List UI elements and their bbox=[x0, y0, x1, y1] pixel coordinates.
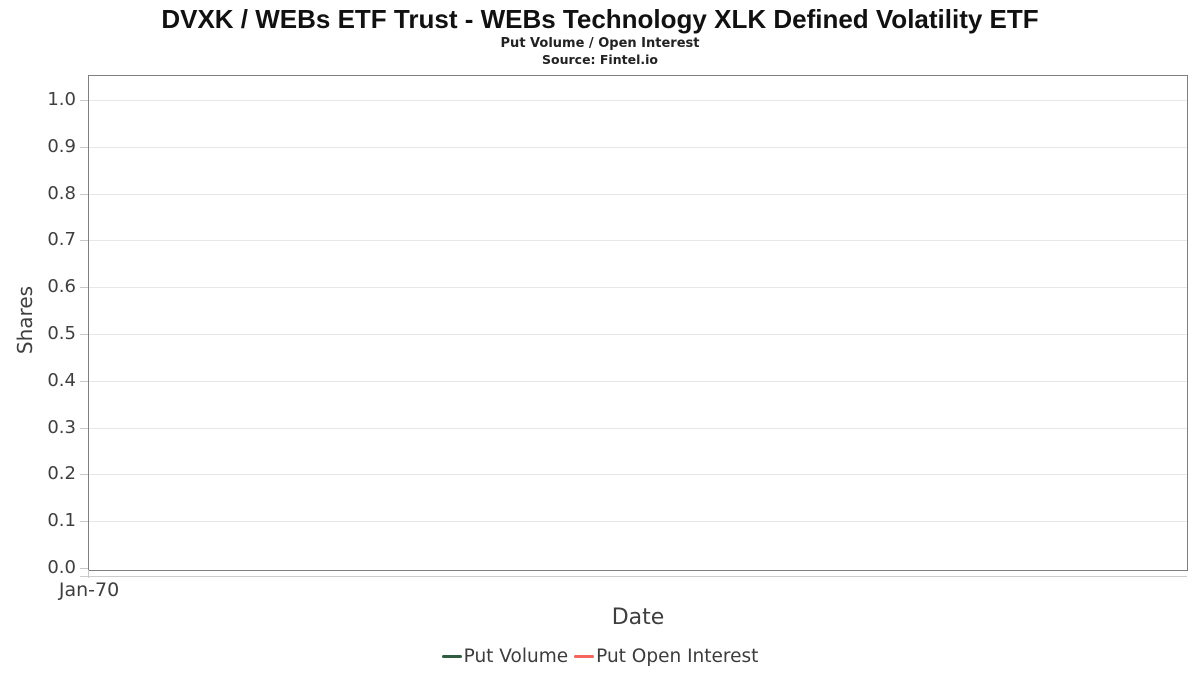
y-tick-label: 0.7 bbox=[47, 229, 76, 250]
gridline bbox=[89, 521, 1187, 522]
y-tick-label: 0.2 bbox=[47, 463, 76, 484]
y-tick-mark bbox=[80, 521, 88, 522]
gridline bbox=[89, 240, 1187, 241]
gridline bbox=[89, 100, 1187, 101]
put-open-interest-line-swatch bbox=[574, 655, 595, 658]
x-axis-line bbox=[80, 576, 1187, 577]
y-tick-mark bbox=[80, 428, 88, 429]
y-axis-title: Shares bbox=[13, 285, 37, 355]
y-tick-mark bbox=[80, 474, 88, 475]
y-tick-mark bbox=[80, 568, 88, 569]
y-tick-label: 0.1 bbox=[47, 510, 76, 531]
y-tick-label: 0.0 bbox=[47, 557, 76, 578]
legend-label-put-volume: Put Volume bbox=[463, 646, 569, 667]
legend-item-put-volume[interactable]: Put Volume bbox=[441, 646, 569, 667]
y-tick-mark bbox=[80, 147, 88, 148]
chart-subtitle: Put Volume / Open Interest bbox=[500, 36, 700, 51]
gridline bbox=[89, 334, 1187, 335]
x-tick-label: Jan-70 bbox=[58, 579, 120, 601]
legend-item-put-open-interest[interactable]: Put Open Interest bbox=[574, 646, 758, 667]
y-tick-label: 0.6 bbox=[47, 276, 76, 297]
gridline bbox=[89, 428, 1187, 429]
y-tick-mark bbox=[80, 287, 88, 288]
chart-source: Source: Fintel.io bbox=[542, 52, 658, 67]
chart-title: DVXK / WEBs ETF Trust - WEBs Technology … bbox=[161, 4, 1039, 34]
gridline bbox=[89, 194, 1187, 195]
y-tick-mark bbox=[80, 194, 88, 195]
y-tick-mark bbox=[80, 381, 88, 382]
y-tick-mark bbox=[80, 240, 88, 241]
x-axis-title: Date bbox=[611, 605, 665, 630]
legend-label-put-open-interest: Put Open Interest bbox=[596, 646, 759, 667]
y-tick-mark bbox=[80, 100, 88, 101]
legend: Put Volume Put Open Interest bbox=[0, 646, 1200, 667]
gridline bbox=[89, 381, 1187, 382]
put-volume-line-swatch bbox=[441, 655, 462, 658]
y-tick-label: 1.0 bbox=[47, 89, 76, 110]
y-tick-label: 0.9 bbox=[47, 136, 76, 157]
gridline bbox=[89, 147, 1187, 148]
gridline bbox=[89, 474, 1187, 475]
y-tick-mark bbox=[80, 334, 88, 335]
y-tick-label: 0.5 bbox=[47, 323, 76, 344]
plot-area: Jan-70 0.0 0.1 0.2 0.3 0.4 0.5 0.6 0.7 0.8 0.9 1.0 bbox=[47, 75, 1188, 601]
x-tick-mark bbox=[88, 570, 89, 578]
y-tick-label: 0.3 bbox=[47, 417, 76, 438]
gridline bbox=[89, 287, 1187, 288]
y-tick-label: 0.8 bbox=[47, 183, 76, 204]
y-tick-label: 0.4 bbox=[47, 370, 76, 391]
